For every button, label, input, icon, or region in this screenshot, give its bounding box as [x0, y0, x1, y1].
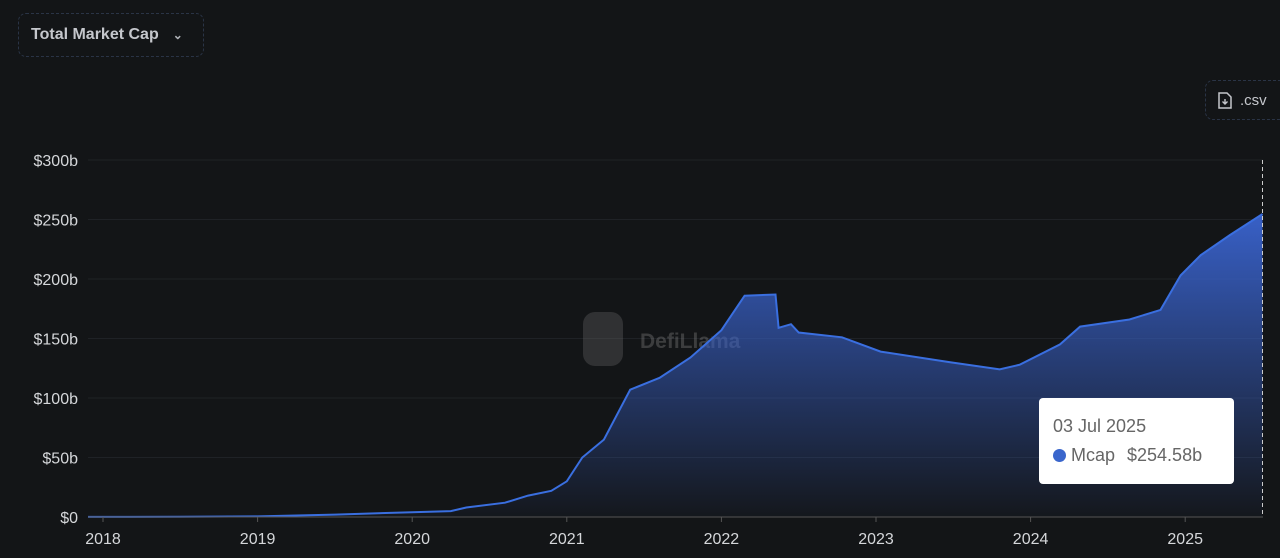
file-download-icon	[1218, 91, 1232, 109]
y-tick-label: $0	[60, 510, 78, 527]
mcap-line	[87, 213, 1264, 518]
x-tick-label: 2024	[1013, 531, 1049, 548]
x-tick-label: 2022	[704, 531, 740, 548]
x-tick-label: 2025	[1167, 531, 1203, 548]
metric-select-label: Total Market Cap	[31, 26, 159, 43]
download-csv-button[interactable]: .csv	[1205, 80, 1280, 120]
x-tick-label: 2018	[85, 531, 121, 548]
x-tick-label: 2019	[240, 531, 276, 548]
x-tick-label: 2021	[549, 531, 585, 548]
tooltip-value: $254.58b	[1127, 445, 1203, 465]
x-tick-label: 2023	[858, 531, 894, 548]
y-tick-label: $250b	[34, 213, 79, 230]
tooltip-date: 03 Jul 2025	[1053, 416, 1147, 436]
tooltip-series: Mcap	[1071, 445, 1116, 465]
x-tick-label: 2020	[394, 531, 430, 548]
y-tick-label: $150b	[34, 332, 79, 349]
y-tick-label: $300b	[34, 153, 79, 170]
csv-label: .csv	[1240, 91, 1267, 109]
tooltip: 03 Jul 2025 Mcap $254.58b	[1039, 398, 1234, 484]
metric-select[interactable]: Total Market Cap ⌄	[18, 13, 204, 57]
mcap-area	[88, 214, 1263, 517]
y-tick-label: $50b	[42, 451, 78, 468]
y-tick-label: $200b	[34, 272, 79, 289]
chevron-down-icon: ⌄	[172, 28, 183, 42]
series-marker	[1053, 449, 1066, 462]
y-tick-label: $100b	[34, 391, 79, 408]
